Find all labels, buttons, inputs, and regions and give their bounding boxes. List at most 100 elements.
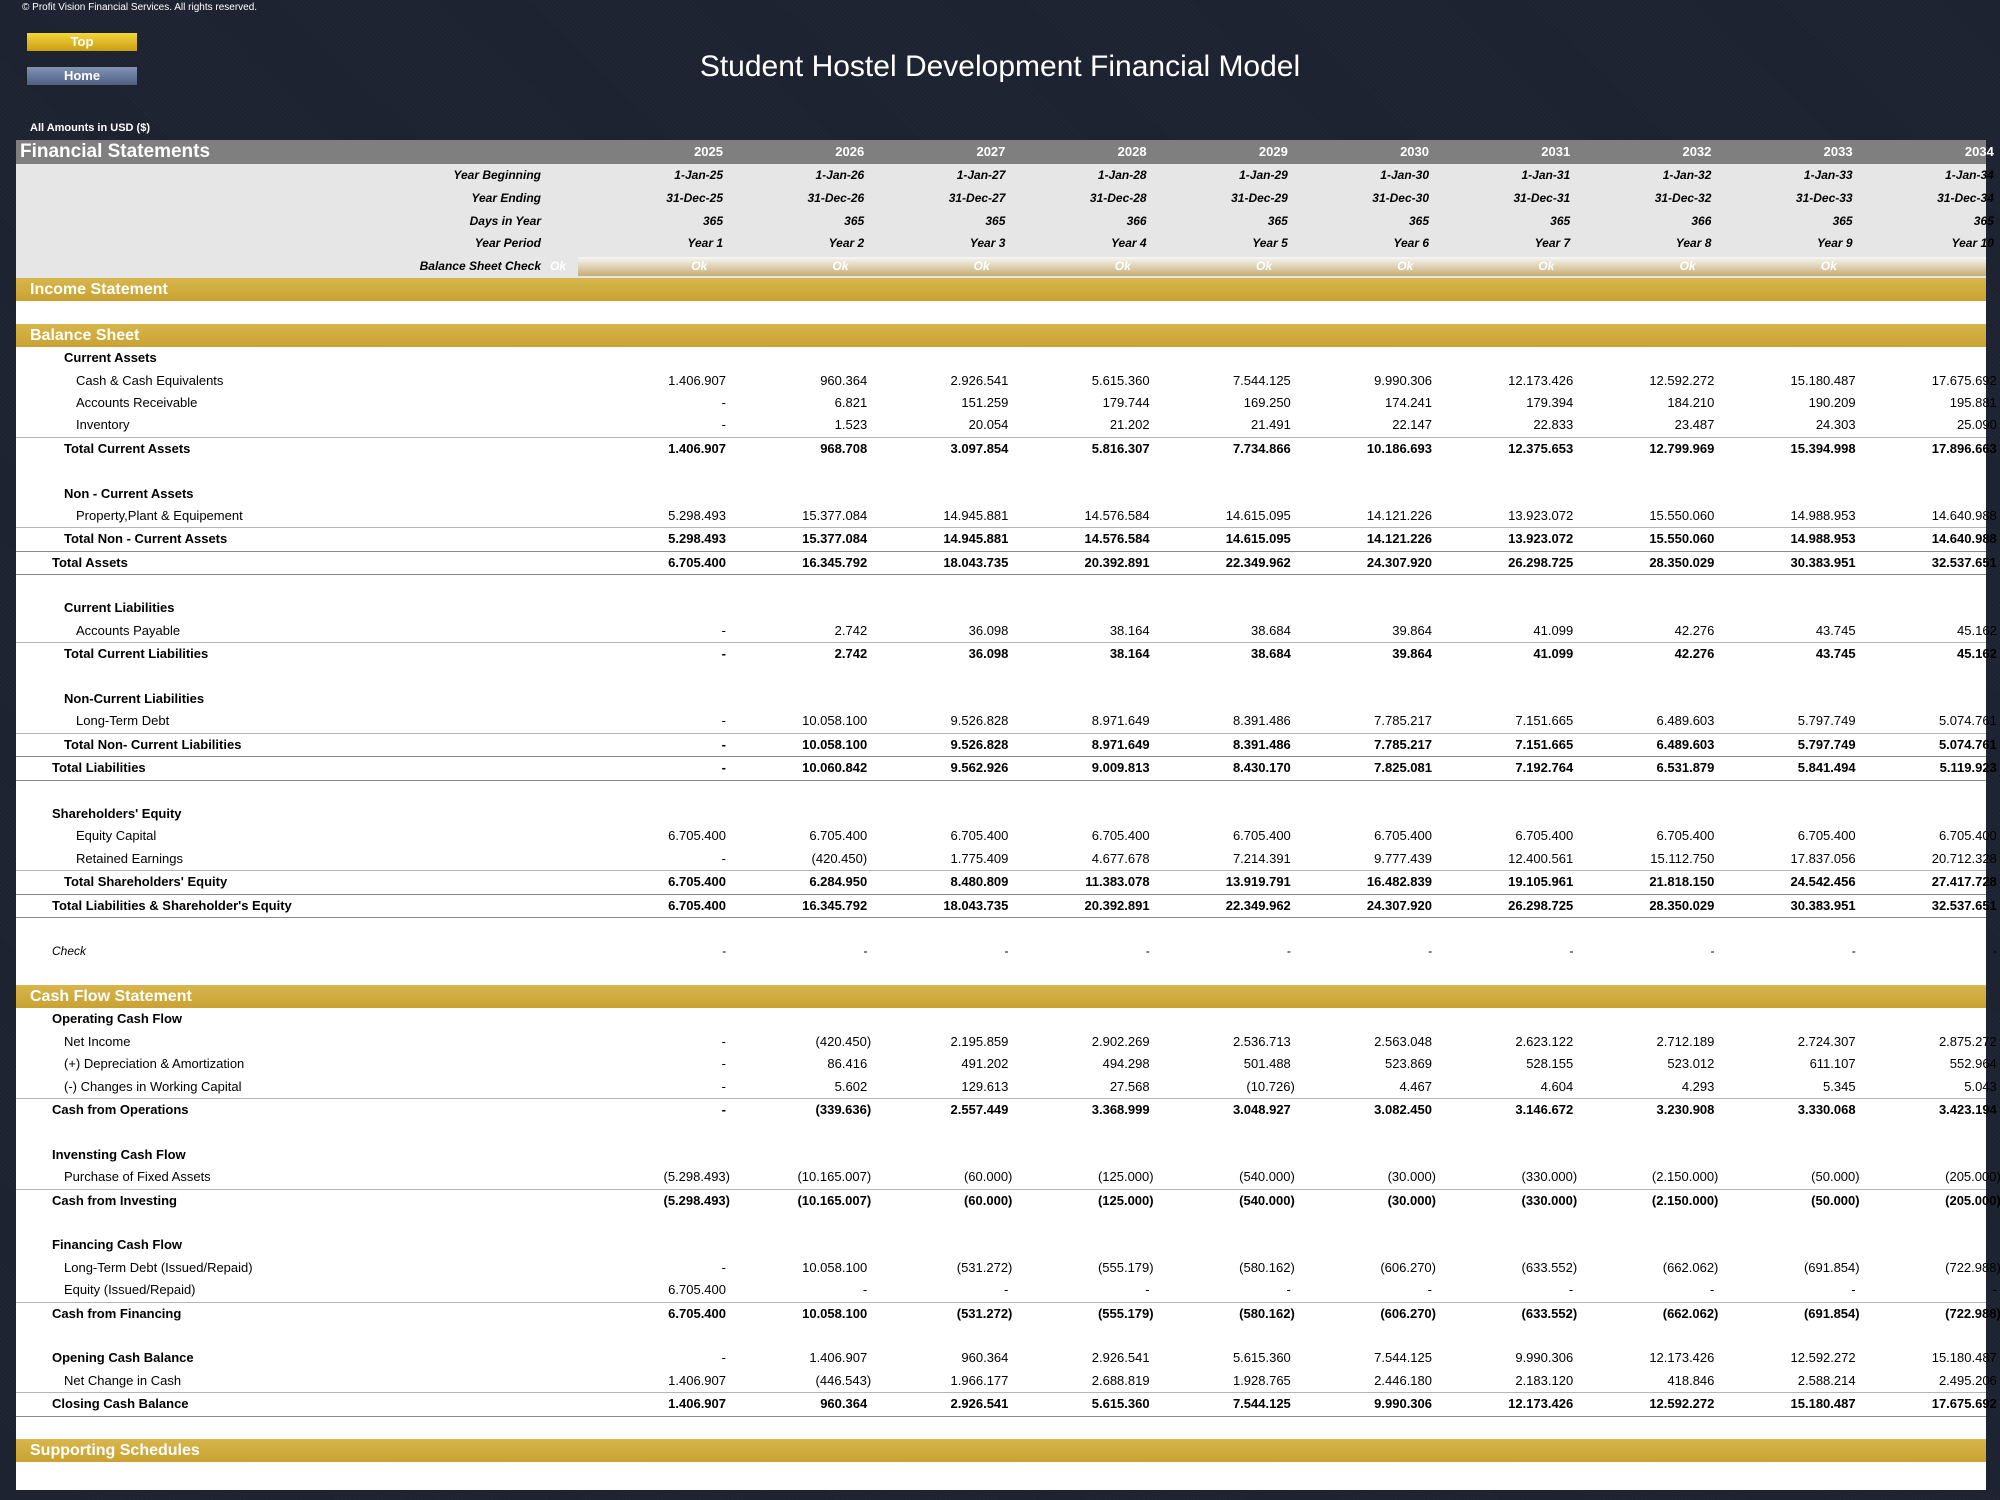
section-cash-flow-statement[interactable]: Cash Flow Statement [16,985,1986,1009]
value-cell: 2.875.272 [1938,1033,1997,1049]
value-cell: 1.406.907 [668,372,726,388]
value-cell: - [721,760,726,776]
value-cell: 18.043.735 [943,897,1009,913]
value-cell: (691.854) [1803,1259,1860,1275]
value-cell: 611.107 [1809,1056,1856,1072]
year-beginning-cell: 1-Jan-27 [956,168,1006,182]
value-cell: 22.147 [1392,417,1432,433]
cash-from-investing-row: Cash from Investing (5.298.493) (10.165.00… [16,1188,2000,1212]
value-cell: (205.000) [1945,1192,2000,1208]
value-cell: 14.121.226 [1366,531,1432,547]
value-cell: 7.192.764 [1515,760,1574,776]
value-cell: 8.480.809 [950,874,1009,890]
cash-from-financing-row: Cash from Financing 6.705.400 10.058.100 (5… [16,1301,2000,1325]
section-supporting-schedules[interactable]: Supporting Schedules [16,1438,1986,1463]
value-cell: 6.489.603 [1656,713,1715,729]
year-ending-cell: 31-Dec-34 [1937,190,1994,205]
value-cell: 2.623.122 [1515,1033,1574,1049]
value-cell: 523.869 [1385,1056,1432,1072]
group-heading: Operating Cash Flow [52,1011,183,1027]
noncurrent-liabilities-heading: Non-Current Liabilities [16,688,1986,710]
value-cell: 10.058.100 [802,1259,868,1275]
year-header-cell: 2030 [1400,144,1429,159]
value-cell: 36.098 [968,646,1009,662]
value-cell: 20.392.891 [1084,554,1150,570]
value-cell: 17.896.663 [1931,440,1997,456]
value-cell: - [1851,944,1856,959]
value-cell: 21.491 [1251,417,1291,433]
value-cell: 15.112.750 [1650,850,1715,866]
value-cell: 2.195.859 [950,1033,1009,1049]
value-cell: 28.350.029 [1649,897,1715,913]
net-change-row: Net Change in Cash 1.406.907 (446.543) 1.96… [16,1370,1997,1392]
spacer-row [16,781,1986,803]
row-label: Cash from Financing [52,1305,182,1321]
value-cell: 7.785.217 [1374,736,1432,752]
value-cell: 22.349.962 [1225,897,1291,913]
value-cell: 42.276 [1674,622,1715,638]
group-heading: Invensting Cash Flow [52,1146,186,1162]
value-cell: 7.825.081 [1374,760,1432,776]
value-cell: 960.364 [961,1350,1009,1366]
section-income-statement[interactable]: Income Statement [16,277,1986,302]
row-label: Opening Cash Balance [52,1350,194,1366]
value-cell: 129.613 [961,1078,1009,1094]
value-cell: 15.180.487 [1790,1396,1856,1412]
value-cell: 6.284.950 [809,874,868,890]
value-cell: (580.162) [1239,1259,1295,1275]
opening-cash-row: Opening Cash Balance - 1.406.907 960.364 2.9… [16,1347,1997,1369]
value-cell: (446.543) [815,1372,872,1388]
value-cell: - [1145,944,1150,959]
value-cell: 10.060.842 [802,760,868,776]
retained-earnings-row: Retained Earnings - (420.450) 1.775.409 4.67… [16,848,1997,870]
equity-heading: Shareholders' Equity [16,803,1986,825]
depreciation-row: (+) Depreciation & Amortization - 86.416 49… [16,1053,1997,1075]
long-term-debt-row: Long-Term Debt - 10.058.100 9.526.828 8.971.… [16,710,1997,732]
value-cell: 179.394 [1526,394,1574,410]
value-cell: 1.406.907 [668,1372,726,1388]
net-income-row: Net Income - (420.450) 2.195.859 2.902.269 2.… [16,1031,1997,1053]
debt-issued-row: Long-Term Debt (Issued/Repaid) - 10.058.10… [16,1257,2000,1279]
value-cell: 10.058.100 [802,713,868,729]
value-cell: 43.745 [1815,622,1856,638]
value-cell: - [863,944,868,959]
value-cell: - [1992,944,1997,959]
row-label: Inventory [76,417,130,433]
value-cell: 39.864 [1392,646,1432,662]
total-current-assets-row: Total Current Assets 1.406.907 968.708 3.09… [16,436,1997,460]
value-cell: 5.816.307 [1091,440,1150,456]
home-button[interactable]: Home [26,66,138,86]
value-cell: (50.000) [1811,1169,1860,1185]
year-header-cell: 2027 [976,144,1006,159]
value-cell: 1.406.907 [809,1350,868,1366]
group-heading: Non - Current Assets [64,485,194,501]
value-cell: 169.250 [1243,394,1291,410]
row-label: Year Ending [471,190,541,205]
value-cell: 16.482.839 [1366,874,1432,890]
balance-check-cell: Ok [1397,259,1414,274]
value-cell: - [1004,1282,1009,1298]
ppe-row: Property,Plant & Equipement 5.298.493 15.3… [16,505,1997,527]
currency-note: All Amounts in USD ($) [30,122,150,134]
value-cell: 8.971.649 [1091,736,1150,752]
value-cell: 5.345 [1823,1078,1856,1094]
value-cell: 5.043 [1964,1078,1997,1094]
value-cell: 5.841.494 [1797,760,1856,776]
value-cell: 9.990.306 [1515,1350,1574,1366]
value-cell: 6.705.400 [1938,828,1997,844]
top-button[interactable]: Top [26,32,138,52]
spacer-row [16,963,1986,985]
value-cell: 39.864 [1392,622,1432,638]
row-label: (-) Changes in Working Capital [64,1078,242,1094]
value-cell: (10.726) [1246,1078,1295,1094]
year-header-cell: 2029 [1258,144,1288,159]
balance-check-cell: Ok [1538,259,1555,274]
value-cell: 7.151.665 [1515,736,1574,752]
value-cell: 7.734.866 [1232,440,1291,456]
row-label: Cash from Operations [52,1102,189,1118]
value-cell: 6.705.400 [1656,828,1715,844]
value-cell: 9.562.926 [950,760,1009,776]
row-label: Purchase of Fixed Assets [64,1169,211,1185]
section-balance-sheet[interactable]: Balance Sheet [16,323,1986,348]
value-cell: - [1286,1282,1291,1298]
